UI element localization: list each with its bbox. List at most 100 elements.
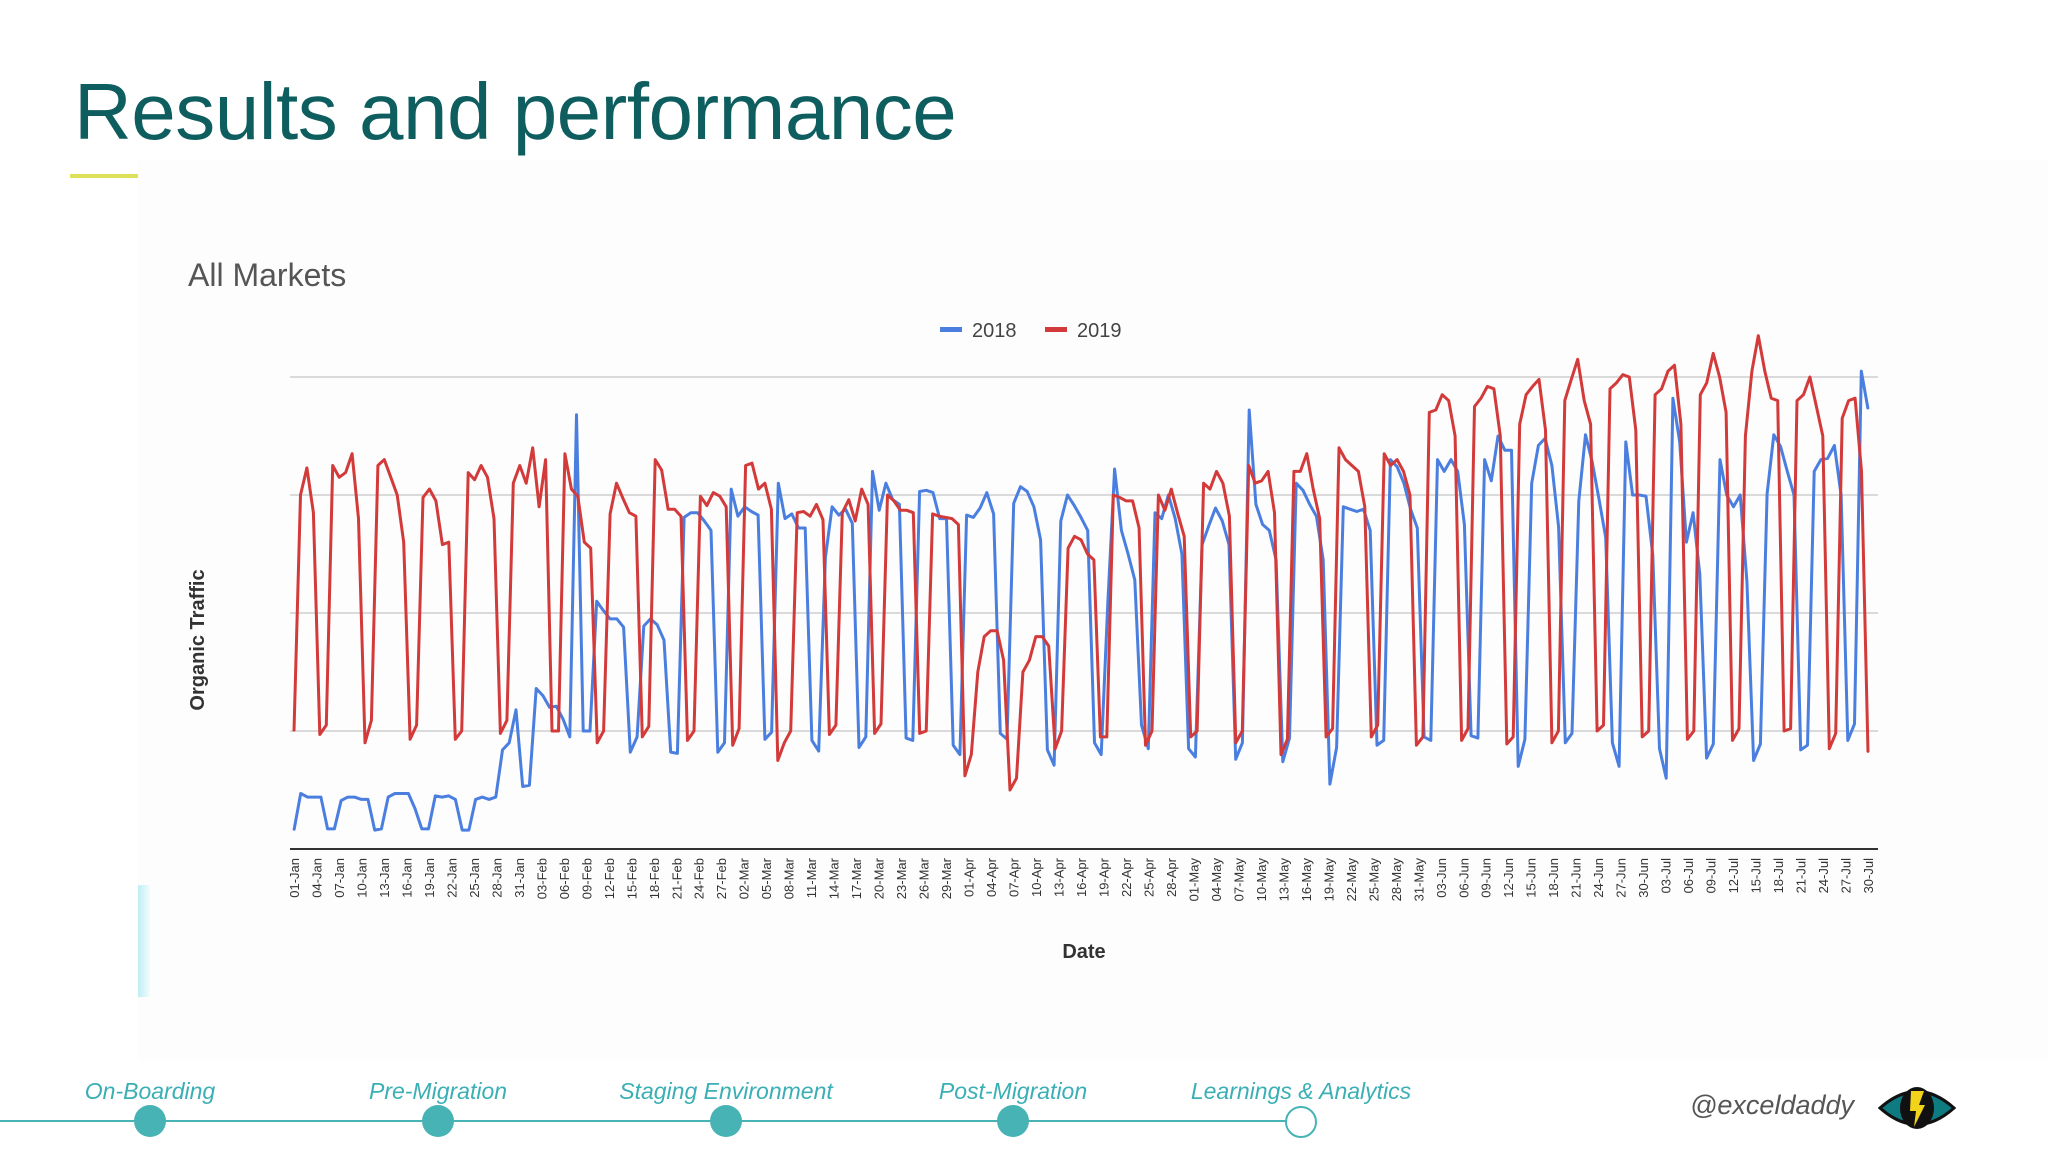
data-point-2018-104 [992, 513, 995, 515]
data-point-2018-31 [501, 749, 504, 751]
data-point-2019-229 [1770, 397, 1772, 400]
data-point-2018-171 [1443, 470, 1445, 473]
data-point-2019-96 [912, 511, 915, 514]
data-point-2019-64 [706, 504, 708, 507]
data-point-2019-36 [525, 482, 527, 485]
data-point-2018-33 [515, 709, 517, 711]
data-point-2019-115 [1035, 635, 1037, 638]
data-point-2019-47 [596, 742, 598, 744]
data-point-2019-234 [1802, 393, 1805, 396]
x-tick-label: 18-Jul [1771, 858, 1786, 894]
data-point-2018-126 [1140, 724, 1143, 726]
data-point-2018-131 [1174, 517, 1176, 520]
data-point-2019-176 [1428, 411, 1431, 414]
data-point-2019-61 [686, 739, 689, 742]
data-point-2018-231 [1847, 739, 1849, 742]
data-point-2018-187 [1551, 464, 1553, 467]
x-tick-label: 25-Apr [1142, 857, 1157, 897]
data-point-2019-200 [1583, 399, 1585, 402]
data-point-2018-210 [1705, 757, 1708, 759]
data-point-2018-81 [838, 514, 840, 516]
data-point-2019-120 [1067, 547, 1069, 549]
data-point-2019-94 [899, 509, 902, 512]
data-point-2018-102 [979, 507, 981, 509]
data-point-2018-44 [589, 730, 591, 732]
data-point-2019-13 [377, 464, 379, 467]
data-point-2018-92 [912, 739, 914, 742]
data-point-2018-27 [474, 798, 477, 801]
data-point-2018-129 [1160, 517, 1163, 520]
x-tick-label: 20-Mar [872, 857, 887, 899]
timeline-step-dot[interactable] [1285, 1106, 1317, 1138]
data-point-2018-124 [1127, 553, 1129, 555]
data-point-2018-87 [878, 509, 880, 512]
timeline-step-label: Staging Environment [619, 1078, 833, 1104]
data-point-2018-118 [1086, 529, 1089, 532]
timeline-step-dot[interactable] [422, 1105, 454, 1137]
data-point-2019-48 [602, 730, 605, 732]
x-tick-label: 31-Jan [512, 858, 527, 898]
data-point-2019-9 [351, 452, 353, 455]
data-point-2018-233 [1860, 370, 1863, 372]
data-point-2018-184 [1530, 482, 1533, 485]
data-point-2018-175 [1470, 734, 1472, 737]
data-point-2019-52 [628, 511, 631, 514]
data-point-2019-65 [712, 491, 715, 494]
data-point-2019-221 [1718, 376, 1721, 378]
x-tick-label: 24-Feb [692, 858, 707, 899]
data-point-2019-195 [1551, 742, 1553, 744]
data-point-2019-12 [370, 719, 373, 722]
data-point-2019-209 [1641, 736, 1643, 738]
data-point-2019-129 [1125, 500, 1127, 502]
x-axis-title: Date [1062, 941, 1105, 963]
timeline-step-dot[interactable] [997, 1105, 1029, 1137]
data-point-2018-197 [1618, 765, 1620, 768]
data-point-2018-93 [918, 490, 921, 493]
data-point-2019-167 [1370, 736, 1373, 738]
timeline-step-dot[interactable] [134, 1105, 166, 1137]
data-point-2018-119 [1093, 742, 1096, 744]
data-point-2019-132 [1144, 744, 1147, 746]
data-point-2018-65 [730, 488, 732, 490]
x-tick-label: 19-Jan [422, 858, 437, 898]
data-point-2019-235 [1809, 376, 1811, 378]
data-point-2018-96 [938, 517, 941, 520]
data-point-2018-116 [1073, 504, 1076, 507]
data-point-2019-44 [577, 495, 579, 498]
exceldaddy-eye-logo-icon [1878, 1087, 1956, 1129]
timeline-step-dot[interactable] [710, 1105, 742, 1137]
data-point-2018-121 [1107, 600, 1109, 602]
data-point-2018-145 [1268, 529, 1271, 532]
data-point-2019-163 [1344, 458, 1347, 461]
data-point-2018-86 [871, 470, 874, 473]
data-point-2019-190 [1518, 423, 1521, 426]
data-point-2019-131 [1138, 527, 1140, 529]
data-point-2019-28 [473, 478, 476, 481]
x-tick-label: 11-Mar [804, 857, 819, 898]
data-point-2019-128 [1118, 496, 1121, 499]
data-point-2019-23 [441, 543, 444, 546]
data-point-2019-91 [880, 723, 882, 725]
data-point-2019-14 [383, 458, 386, 461]
series-layer [292, 334, 1870, 832]
data-point-2019-238 [1828, 747, 1831, 750]
data-point-2019-45 [583, 541, 586, 543]
data-point-2019-79 [802, 510, 805, 513]
data-point-2019-50 [615, 482, 618, 485]
data-point-2018-109 [1026, 490, 1028, 493]
data-point-2019-118 [1054, 747, 1056, 750]
data-point-2019-174 [1415, 744, 1418, 746]
data-point-2019-121 [1073, 535, 1076, 538]
data-point-2019-181 [1460, 739, 1463, 742]
data-point-2018-77 [811, 739, 813, 742]
data-point-2019-72 [757, 488, 760, 490]
data-point-2018-41 [569, 736, 571, 738]
data-point-2018-63 [717, 751, 719, 753]
chart-title: All Markets [188, 257, 346, 293]
data-point-2019-171 [1396, 458, 1398, 461]
chart-legend: 2018 2019 [940, 320, 1122, 342]
data-point-2018-101 [972, 516, 975, 519]
data-point-2018-182 [1517, 765, 1519, 768]
data-point-2019-20 [422, 496, 424, 499]
data-point-2019-170 [1389, 464, 1392, 467]
